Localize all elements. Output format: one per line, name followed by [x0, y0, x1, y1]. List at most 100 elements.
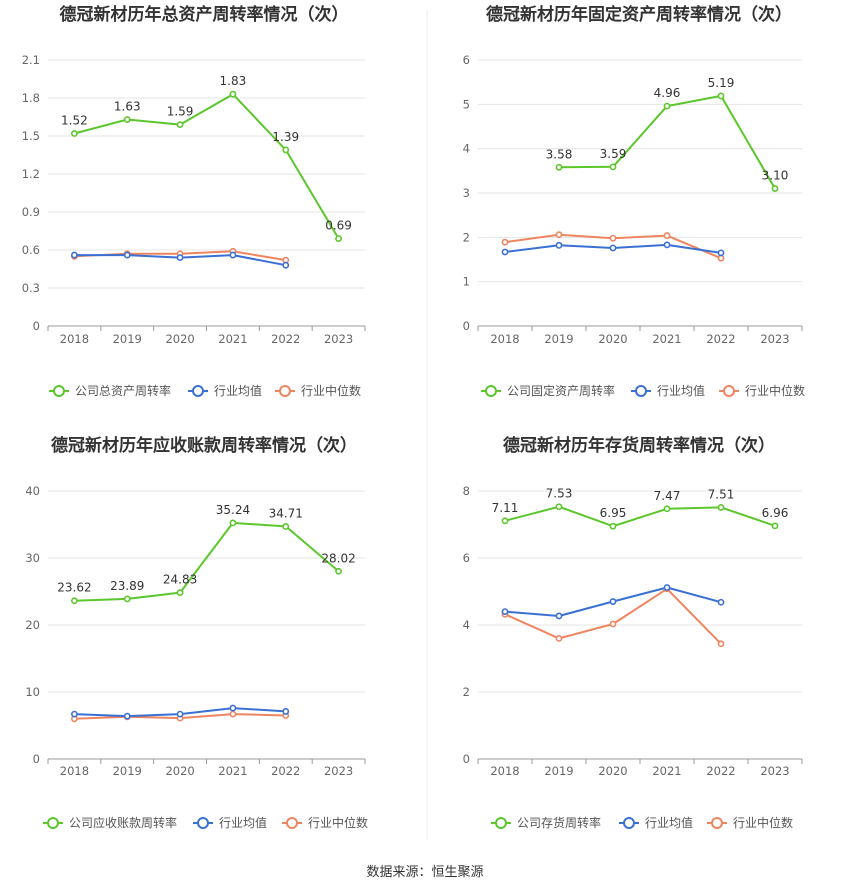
- data-label: 1.83: [220, 74, 247, 88]
- data-point: [771, 185, 779, 192]
- data-point: [282, 708, 290, 715]
- x-tick-label: 2023: [760, 332, 789, 346]
- data-point: [717, 504, 725, 511]
- legend-marker: [711, 817, 723, 829]
- data-point: [123, 595, 131, 603]
- series-line-0: [558, 94, 776, 190]
- chart-title: 德冠新材历年存货周转率情况（次）: [503, 435, 775, 456]
- legend-label: 行业中位数: [733, 815, 793, 830]
- chart-panel-2: 德冠新材历年固定资产周转率情况（次） 0 1 2 3 4 5 6 2018 2019 2020 202…: [463, 4, 805, 398]
- data-point: [123, 116, 131, 123]
- data-label: 23.89: [110, 579, 144, 593]
- chart-title: 德冠新材历年总资产周转率情况（次）: [60, 4, 349, 25]
- legend-label: 行业均值: [645, 815, 693, 830]
- y-tick-label: 30: [25, 551, 40, 565]
- legend-marker: [723, 385, 735, 397]
- y-tick-label: 10: [25, 685, 40, 699]
- y-tick-label: 0.9: [22, 205, 40, 219]
- data-point: [555, 163, 563, 171]
- y-tick-label: 0: [463, 319, 470, 333]
- x-tick-label: 2019: [113, 764, 142, 778]
- chart-panel-4: 德冠新材历年存货周转率情况（次） 0 2 4 6 8 2018 2019 2020 2021 202…: [463, 435, 803, 830]
- y-tick-label: 0: [463, 752, 470, 766]
- series-line-0: [504, 505, 776, 528]
- y-tick-label: 1.8: [22, 91, 40, 105]
- data-point: [501, 608, 509, 615]
- data-point: [229, 710, 237, 718]
- data-point: [717, 249, 725, 257]
- x-tick-label: 2018: [60, 764, 89, 778]
- y-tick-label: 4: [463, 142, 470, 156]
- x-tick-label: 2018: [60, 332, 89, 346]
- x-tick-label: 2023: [324, 332, 353, 346]
- data-label: 35.24: [216, 503, 250, 517]
- data-point: [176, 710, 184, 718]
- data-point: [71, 710, 78, 718]
- legend-item: 行业均值: [193, 815, 267, 830]
- y-tick-label: 4: [463, 618, 470, 632]
- data-point: [229, 251, 237, 259]
- legend-item: 行业中位数: [707, 815, 793, 830]
- data-point: [176, 121, 184, 128]
- legend-marker: [495, 817, 507, 829]
- data-label: 34.71: [269, 506, 303, 520]
- legend-item: 行业中位数: [719, 383, 805, 398]
- legend-marker: [192, 385, 204, 397]
- y-tick-label: 5: [463, 97, 470, 111]
- y-tick-label: 0: [33, 319, 40, 333]
- x-tick-label: 2022: [706, 764, 735, 778]
- data-label: 23.62: [57, 581, 91, 595]
- legend-item: 公司存货周转率: [491, 815, 601, 830]
- data-label: 7.11: [492, 501, 519, 515]
- y-tick-label: 2.1: [22, 53, 40, 67]
- data-label: 6.95: [600, 506, 627, 520]
- y-tick-label: 8: [463, 484, 470, 498]
- legend-item: 行业均值: [619, 815, 693, 830]
- x-tick-label: 2022: [706, 332, 735, 346]
- legend-marker: [286, 817, 298, 829]
- data-label: 28.02: [321, 551, 355, 565]
- data-label: 7.47: [654, 489, 681, 503]
- y-tick-label: 0.6: [22, 243, 40, 257]
- data-point: [123, 251, 131, 259]
- x-tick-label: 2019: [544, 332, 573, 346]
- data-label: 4.96: [654, 86, 681, 100]
- data-point: [282, 146, 290, 154]
- data-point: [282, 523, 290, 530]
- y-tick-label: 6: [463, 551, 470, 565]
- x-tick-label: 2022: [271, 764, 300, 778]
- legend-label: 行业均值: [219, 815, 267, 830]
- x-tick-label: 2019: [113, 332, 142, 346]
- data-point: [717, 598, 725, 606]
- data-point: [609, 620, 617, 628]
- legend-item: 行业均值: [631, 383, 705, 398]
- data-point: [123, 712, 131, 720]
- legend-label: 行业中位数: [308, 815, 368, 830]
- source-note: 数据来源：恒生聚源: [366, 865, 483, 880]
- data-point: [771, 522, 779, 530]
- data-point: [176, 589, 184, 597]
- data-point: [555, 503, 563, 511]
- series-line-0: [74, 93, 340, 240]
- chart-panel-3: 德冠新材历年应收账款周转率情况（次） 0 10 20 30 40 2018 2019 2020 2…: [25, 435, 368, 830]
- y-tick-label: 40: [25, 484, 40, 498]
- x-tick-label: 2020: [598, 764, 627, 778]
- data-label: 3.10: [762, 169, 789, 183]
- data-point: [229, 519, 237, 527]
- data-point: [609, 598, 617, 605]
- legend-label: 公司固定资产周转率: [507, 383, 615, 398]
- data-point: [663, 505, 671, 513]
- data-point: [335, 567, 342, 575]
- data-point: [229, 90, 237, 98]
- y-tick-label: 1.5: [22, 129, 40, 143]
- data-label: 7.51: [708, 487, 735, 501]
- legend-marker: [279, 385, 291, 397]
- data-label: 24.83: [163, 573, 197, 587]
- x-tick-label: 2019: [544, 764, 573, 778]
- y-tick-label: 0.3: [22, 281, 40, 295]
- data-label: 3.59: [600, 147, 627, 161]
- legend-item: 行业中位数: [282, 815, 368, 830]
- data-point: [501, 248, 509, 256]
- legend-label: 公司应收账款周转率: [69, 815, 177, 830]
